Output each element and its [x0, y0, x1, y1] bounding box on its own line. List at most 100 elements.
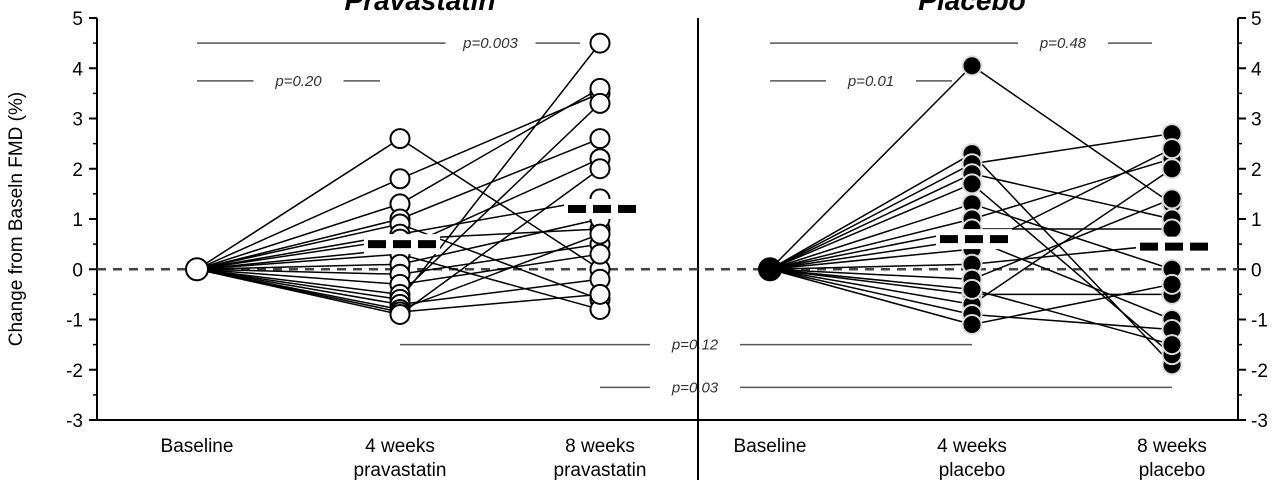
y-tick-label-left: 0 [72, 260, 83, 281]
subject-line [196, 137, 401, 270]
y-tick-label-left: 2 [72, 160, 83, 181]
category-label-line: 4 weeks [365, 436, 435, 457]
subject-line [971, 153, 1173, 366]
axes [89, 17, 1246, 480]
category-label: 4 weeks placebo [937, 436, 1007, 481]
y-tick-label-left: 3 [72, 110, 83, 131]
data-point [589, 283, 611, 305]
y-tick-label-left: -3 [66, 411, 83, 432]
mean-marker-seg [990, 235, 1008, 244]
data-point [1161, 158, 1183, 180]
category-label-line: placebo [1139, 460, 1206, 481]
subject-line [971, 157, 1173, 220]
mean-marker-seg [418, 240, 436, 249]
y-tick-label-left: 4 [72, 59, 83, 80]
subject-line [769, 248, 973, 270]
mean-marker-seg [1165, 242, 1183, 251]
subject-line [971, 65, 1173, 205]
subject-line [769, 268, 973, 281]
data-point [389, 128, 411, 150]
category-label: 8 weeks pravastatin [554, 436, 647, 481]
mean-marker-seg [618, 204, 636, 213]
mean-marker-seg [393, 240, 411, 249]
y-tick-label-right: 3 [1251, 110, 1262, 131]
category-label: Baseline [161, 436, 234, 457]
subject-line [399, 137, 601, 220]
subject-line [971, 168, 1173, 306]
subject-line [399, 102, 601, 295]
data-point [961, 55, 983, 77]
mean-marker-seg [593, 204, 611, 213]
data-point [1161, 334, 1183, 356]
subject-line [971, 183, 1173, 356]
subject-line [971, 198, 1173, 280]
cross-pvalue-label: p=0.12 [671, 337, 719, 354]
subject-line [971, 283, 1173, 326]
subject-line [399, 253, 601, 286]
subject-line [196, 268, 401, 306]
category-label: 4 weeks pravastatin [354, 436, 447, 481]
subject-line [971, 132, 1173, 165]
category-label: Baseline [734, 436, 807, 457]
subject-line [196, 268, 401, 316]
category-label-line: 8 weeks [1137, 436, 1207, 457]
y-tick-label-left: 1 [72, 210, 83, 231]
data-point [589, 158, 611, 180]
panel-title: Placebo [918, 0, 1025, 16]
subject-line [769, 268, 973, 306]
subject-line [769, 263, 973, 270]
y-tick-label-right: -1 [1251, 311, 1268, 332]
pvalue-label: p=0.01 [847, 73, 894, 90]
y-tick-label-left: -1 [66, 311, 83, 332]
subject-line [971, 288, 1173, 346]
subject-line [769, 65, 973, 270]
data-point [589, 92, 611, 114]
category-label-line: placebo [939, 460, 1006, 481]
subject-line [399, 293, 601, 313]
mean-marker-seg [965, 235, 983, 244]
data-point [589, 243, 611, 265]
subject-line [769, 173, 973, 270]
mean-marker-seg [568, 204, 586, 213]
subject-line [399, 158, 601, 250]
category-label-line: pravastatin [354, 460, 447, 481]
p-value-annotations: p=0.003 p=0.20 p=0.48 p=0.01 p=0.12 p=0.03 [197, 35, 1172, 396]
subject-line [971, 173, 1173, 220]
y-tick-label-left: 5 [72, 9, 83, 30]
mean-marker-seg [368, 240, 386, 249]
y-tick-label-right: 1 [1251, 210, 1262, 231]
data-point [589, 128, 611, 150]
y-tick-label-right: 5 [1251, 9, 1262, 30]
y-tick-label-right: -3 [1251, 411, 1268, 432]
y-tick-label-right: 4 [1251, 59, 1262, 80]
data-point [961, 314, 983, 336]
category-label: 8 weeks placebo [1137, 436, 1207, 481]
subject-line [971, 313, 1173, 331]
data-point [589, 223, 611, 245]
subject-line [971, 238, 1173, 321]
subject-line [769, 268, 973, 296]
mean-marker-seg [940, 235, 958, 244]
category-label-line: Baseline [161, 436, 234, 457]
subject-line [196, 268, 401, 276]
subject-line [399, 87, 601, 205]
mean-marker-seg [1140, 242, 1158, 251]
subject-line [196, 268, 401, 296]
category-label-line: Baseline [734, 436, 807, 457]
text-labels: -3 -3 -2 -2 -1 -1 0 0 1 1 2 2 3 3 4 4 5 5 Change from Base… [6, 0, 1268, 481]
subject-line [769, 268, 973, 316]
y-axis-label: Change from Baseln FMD (%) [6, 92, 27, 346]
data-point [961, 278, 983, 300]
subject-line [196, 263, 401, 270]
y-tick-label-right: 0 [1251, 260, 1262, 281]
data-point [389, 303, 411, 325]
pvalue-label: p=0.48 [1039, 35, 1087, 52]
category-label-line: 8 weeks [565, 436, 635, 457]
subject-line [399, 243, 601, 276]
pvalue-label: p=0.003 [462, 35, 518, 52]
mean-markers [364, 198, 1212, 257]
data-point [1161, 138, 1183, 160]
data-point [1161, 218, 1183, 240]
subject-line [196, 223, 401, 270]
